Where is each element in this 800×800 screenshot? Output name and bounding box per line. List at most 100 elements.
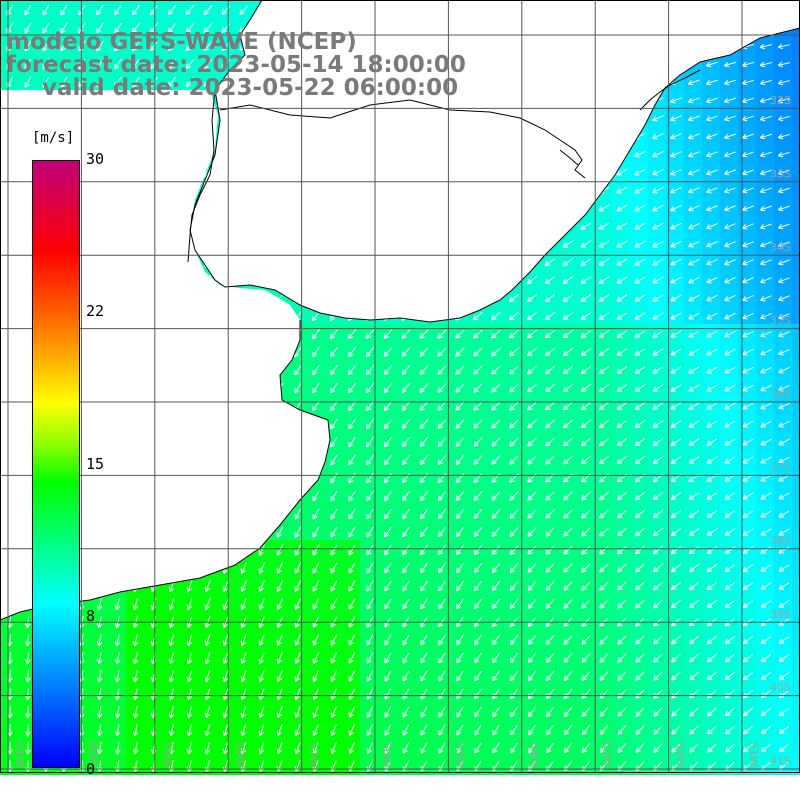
wind-speed-cell — [522, 558, 541, 577]
wind-speed-cell — [612, 684, 631, 703]
wind-arrow — [778, 402, 790, 410]
wind-arrow — [778, 349, 790, 356]
wind-arrow — [562, 383, 573, 393]
wind-arrow — [149, 58, 158, 70]
wind-speed-cell — [576, 360, 595, 379]
lon-label: 52W — [674, 742, 687, 767]
wind-arrow — [312, 400, 320, 412]
wind-speed-cell — [558, 486, 577, 505]
wind-arrow — [562, 365, 574, 375]
wind-speed-cell — [126, 72, 145, 91]
wind-arrow — [491, 563, 501, 574]
wind-arrow — [348, 454, 356, 466]
wind-speed-cell — [324, 594, 343, 613]
wind-speed-cell — [468, 522, 487, 541]
wind-arrow — [706, 671, 717, 681]
wind-speed-cell — [684, 72, 703, 91]
wind-speed-cell — [594, 450, 613, 469]
wind-arrow — [348, 580, 356, 592]
wind-arrow — [509, 545, 519, 555]
wind-speed-cell — [90, 630, 109, 649]
wind-speed-cell — [396, 576, 415, 595]
wind-speed-cell — [90, 72, 109, 91]
wind-arrow — [25, 705, 31, 719]
wind-arrow — [294, 598, 302, 610]
wind-speed-cell — [666, 738, 685, 757]
wind-speed-cell — [504, 504, 523, 523]
wind-speed-cell — [612, 576, 631, 595]
wind-arrow — [598, 366, 610, 375]
wind-arrow — [149, 4, 159, 16]
wind-speed-cell — [774, 720, 793, 739]
wind-arrow — [760, 331, 772, 338]
wind-arrow — [365, 436, 374, 448]
wind-speed-cell — [234, 702, 253, 721]
wind-speed-cell — [378, 486, 397, 505]
wind-speed-cell — [216, 720, 235, 739]
wind-arrow — [348, 724, 355, 736]
wind-speed-cell — [702, 324, 721, 343]
wind-arrow — [724, 169, 736, 176]
wind-arrow — [706, 635, 717, 645]
wind-speed-cell — [648, 378, 667, 397]
wind-speed-cell — [504, 558, 523, 577]
wind-arrow — [330, 652, 338, 664]
wind-arrow — [240, 706, 247, 719]
wind-arrow — [383, 383, 393, 394]
wind-speed-cell — [198, 720, 217, 739]
wind-arrow — [186, 724, 193, 737]
wind-arrow — [96, 40, 104, 52]
wind-arrow — [562, 276, 574, 284]
wind-speed-cell — [756, 36, 775, 55]
wind-arrow — [401, 383, 411, 394]
wind-arrow — [706, 330, 718, 338]
wind-speed-cell — [396, 360, 415, 379]
wind-speed-cell — [288, 522, 307, 541]
wind-speed-cell — [198, 72, 217, 91]
wind-speed-cell — [126, 666, 145, 685]
wind-speed-cell — [522, 666, 541, 685]
wind-speed-cell — [342, 522, 361, 541]
wind-speed-cell — [792, 396, 800, 415]
wind-speed-cell — [738, 252, 757, 271]
wind-speed-cell — [306, 486, 325, 505]
wind-speed-cell — [108, 36, 127, 55]
wind-arrow — [437, 347, 447, 357]
wind-arrow — [760, 564, 772, 572]
wind-speed-cell — [612, 198, 631, 217]
wind-arrow — [132, 76, 140, 88]
wind-speed-cell — [720, 648, 739, 667]
wind-arrow — [599, 725, 609, 736]
wind-speed-cell — [756, 720, 775, 739]
wind-speed-cell — [648, 630, 667, 649]
wind-speed-cell — [468, 468, 487, 487]
wind-speed-cell — [180, 36, 199, 55]
wind-speed-cell — [648, 576, 667, 595]
wind-speed-cell — [450, 360, 469, 379]
wind-speed-cell — [522, 738, 541, 757]
wind-arrow — [42, 58, 50, 70]
wind-arrow — [724, 330, 736, 338]
wind-arrow — [634, 348, 646, 356]
wind-speed-cell — [792, 720, 800, 739]
wind-speed-cell — [342, 756, 361, 775]
wind-arrow — [60, 58, 68, 70]
wind-arrow — [185, 23, 195, 34]
wind-arrow — [652, 456, 664, 465]
wind-speed-cell — [234, 0, 253, 19]
wind-speed-cell — [468, 450, 487, 469]
wind-speed-cell — [396, 648, 415, 667]
wind-speed-cell — [738, 360, 757, 379]
wind-speed-cell — [414, 558, 433, 577]
wind-arrow — [420, 670, 428, 682]
wind-arrow — [724, 384, 736, 392]
wind-speed-cell — [324, 522, 343, 541]
wind-arrow — [723, 115, 736, 122]
wind-speed-cell — [342, 450, 361, 469]
wind-arrow — [706, 223, 718, 230]
wind-arrow — [706, 599, 718, 609]
wind-arrow — [509, 634, 519, 646]
wind-arrow — [222, 724, 229, 737]
wind-speed-cell — [378, 738, 397, 757]
wind-arrow — [760, 582, 772, 590]
